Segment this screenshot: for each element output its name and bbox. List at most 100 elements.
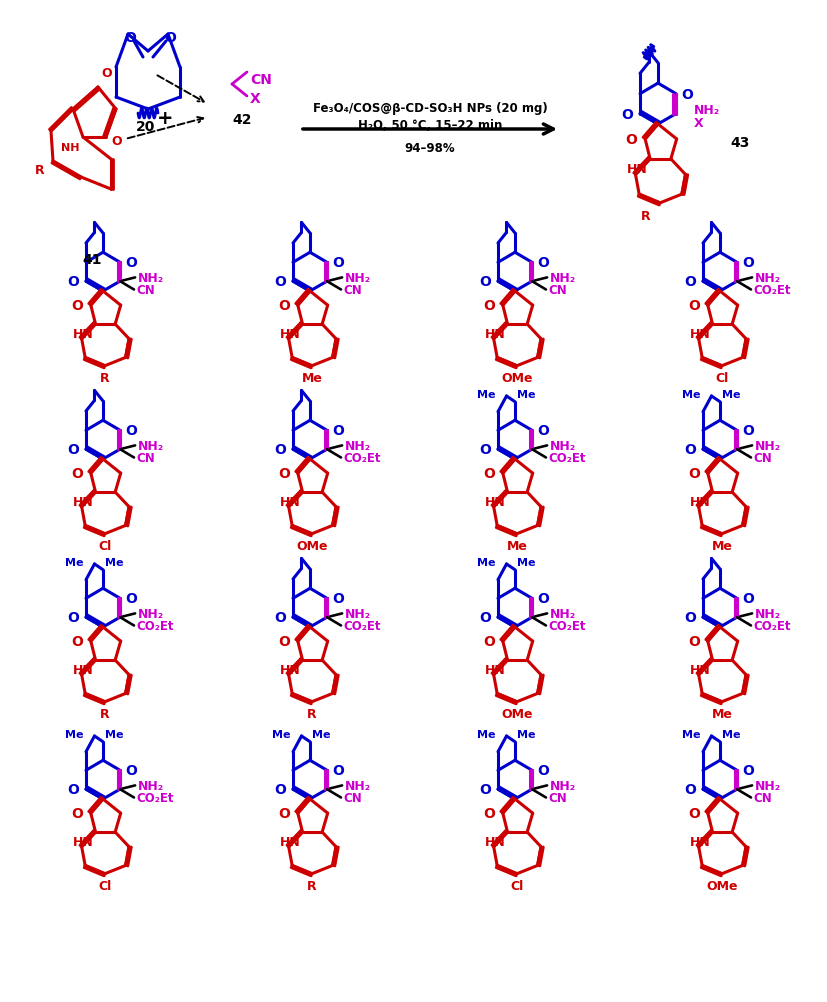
Text: NH₂: NH₂ [755,272,782,285]
Text: CO₂Et: CO₂Et [136,792,174,805]
Text: O: O [538,424,549,438]
Text: HN: HN [73,328,93,341]
Text: +: + [157,108,173,127]
Text: O: O [480,275,491,289]
Text: O: O [332,257,344,270]
Text: 20: 20 [136,120,155,134]
Text: CO₂Et: CO₂Et [344,619,381,632]
Text: O: O [332,764,344,778]
Text: Me: Me [711,707,733,720]
Text: O: O [126,257,137,270]
Text: 43: 43 [730,136,749,150]
Text: O: O [67,610,79,624]
Text: CN: CN [753,792,772,805]
Text: Me: Me [302,372,323,385]
Text: Me: Me [682,390,701,400]
Text: HN: HN [485,663,505,676]
Text: CN: CN [753,452,772,465]
Text: O: O [480,443,491,457]
Text: O: O [688,634,700,648]
Text: NH₂: NH₂ [138,607,165,620]
Text: O: O [164,31,176,45]
Text: HN: HN [485,496,505,509]
Text: R: R [307,879,317,892]
Text: NH₂: NH₂ [345,607,371,620]
Text: NH₂: NH₂ [345,780,371,793]
Text: O: O [483,807,495,821]
Text: O: O [275,783,286,797]
Text: CN: CN [136,452,155,465]
Text: O: O [483,467,495,481]
Text: X: X [250,92,261,106]
Text: OMe: OMe [501,372,533,385]
Text: Me: Me [105,557,123,567]
Text: HN: HN [690,496,710,509]
Text: NH₂: NH₂ [345,272,371,285]
Text: Me: Me [722,390,741,400]
Text: Me: Me [312,729,331,739]
Text: CO₂Et: CO₂Et [344,452,381,465]
Text: Me: Me [272,729,291,739]
Text: O: O [684,783,696,797]
Text: OMe: OMe [296,539,327,552]
Text: HN: HN [73,496,93,509]
Text: CN: CN [136,284,155,297]
Text: O: O [275,275,286,289]
Text: NH₂: NH₂ [550,780,576,793]
Text: Me: Me [517,729,536,739]
Text: NH₂: NH₂ [755,607,782,620]
Text: O: O [538,592,549,605]
Text: O: O [279,807,290,821]
Text: O: O [743,592,754,605]
Text: Cl: Cl [715,372,729,385]
Text: HN: HN [690,836,710,849]
Text: Me: Me [722,729,741,739]
Text: Me: Me [477,729,496,739]
Text: O: O [483,299,495,313]
Text: R: R [36,163,45,176]
Text: Fe₃O₄/COS@β-CD-SO₃H NPs (20 mg): Fe₃O₄/COS@β-CD-SO₃H NPs (20 mg) [313,101,547,114]
Text: O: O [126,424,137,438]
Text: NH₂: NH₂ [138,272,165,285]
Text: H₂O, 50 °C, 15–22 min: H₂O, 50 °C, 15–22 min [358,118,502,131]
Text: O: O [480,610,491,624]
Text: R: R [307,707,317,720]
Text: HN: HN [690,328,710,341]
Text: O: O [71,467,84,481]
Text: O: O [332,424,344,438]
Text: X: X [694,117,704,130]
Text: HN: HN [280,496,301,509]
Text: O: O [67,783,79,797]
Text: NH₂: NH₂ [694,104,720,117]
Text: NH₂: NH₂ [550,440,576,453]
Text: HN: HN [280,836,301,849]
Text: HN: HN [628,163,648,176]
Text: O: O [743,424,754,438]
Text: HN: HN [485,836,505,849]
Text: 42: 42 [232,113,251,127]
Text: O: O [681,87,693,101]
Text: OMe: OMe [501,707,533,720]
Text: O: O [684,443,696,457]
Text: O: O [111,134,122,147]
Text: Cl: Cl [510,879,523,892]
Text: CO₂Et: CO₂Et [548,452,586,465]
Text: O: O [67,275,79,289]
Text: O: O [538,764,549,778]
Text: HN: HN [280,328,301,341]
Text: 41: 41 [82,253,102,267]
Text: Me: Me [517,557,536,567]
Text: O: O [101,67,112,80]
Text: O: O [126,764,137,778]
Text: CN: CN [344,284,362,297]
Text: CO₂Et: CO₂Et [753,284,791,297]
Text: O: O [480,783,491,797]
Text: Me: Me [477,390,496,400]
Text: O: O [67,443,79,457]
Text: HN: HN [73,836,93,849]
Text: O: O [275,610,286,624]
Text: R: R [100,707,110,720]
Text: NH₂: NH₂ [138,780,165,793]
Text: CN: CN [344,792,362,805]
Text: O: O [126,592,137,605]
